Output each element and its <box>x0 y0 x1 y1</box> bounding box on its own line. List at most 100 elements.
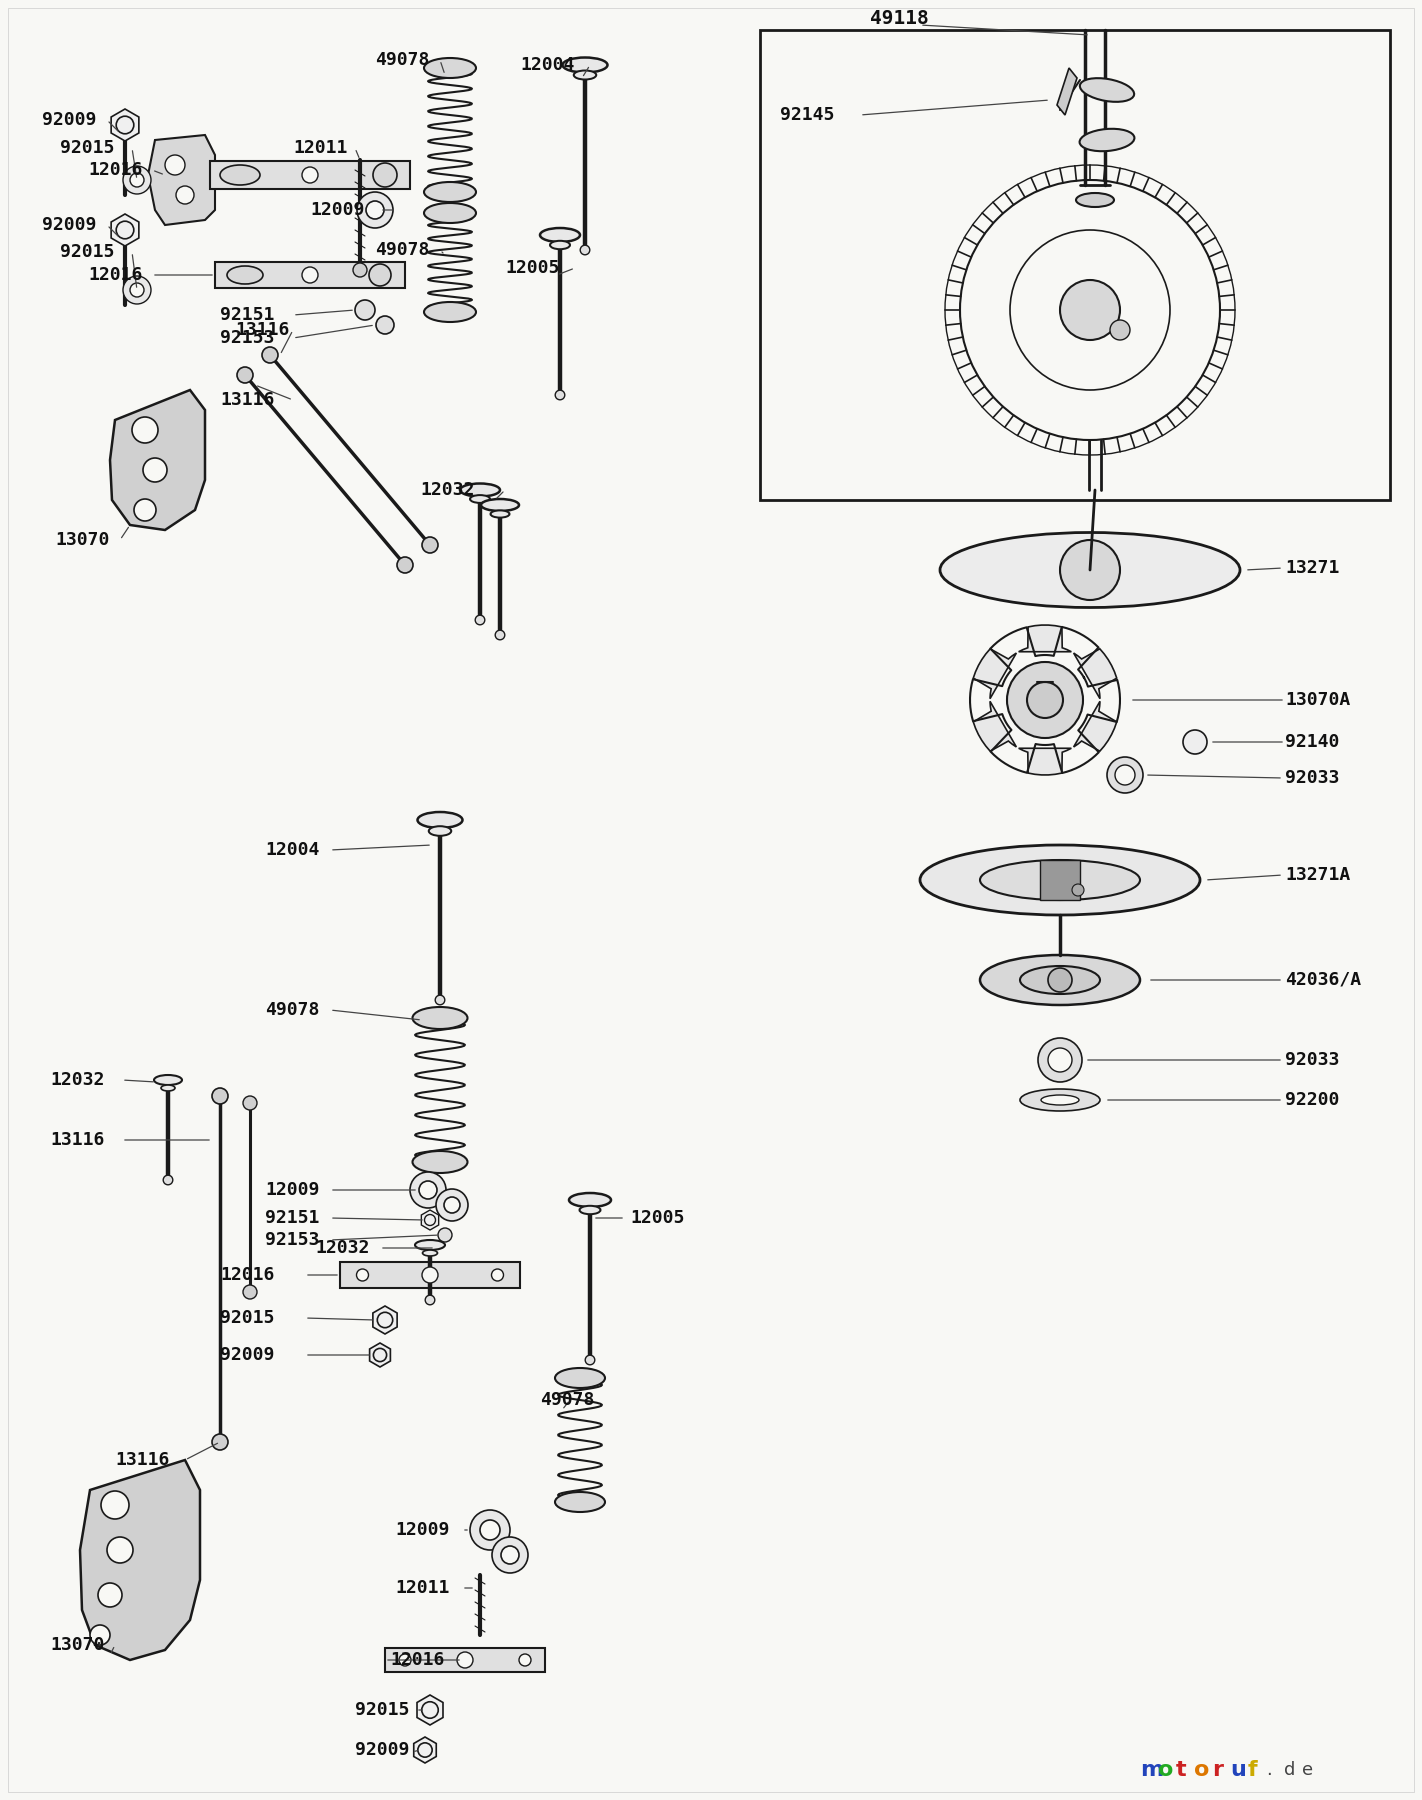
Circle shape <box>519 1654 530 1667</box>
Circle shape <box>243 1096 257 1111</box>
Text: 13116: 13116 <box>235 320 289 338</box>
Text: 92153: 92153 <box>220 329 274 347</box>
Text: 92009: 92009 <box>356 1741 410 1759</box>
Circle shape <box>1038 1039 1082 1082</box>
Circle shape <box>1059 281 1121 340</box>
Polygon shape <box>973 702 1017 751</box>
Circle shape <box>419 1181 437 1199</box>
Text: t: t <box>1176 1760 1186 1780</box>
Ellipse shape <box>1079 77 1135 103</box>
Text: 12016: 12016 <box>220 1265 274 1283</box>
Circle shape <box>357 193 392 229</box>
Text: 92200: 92200 <box>1285 1091 1340 1109</box>
Text: 49078: 49078 <box>540 1391 594 1409</box>
Text: 12032: 12032 <box>316 1238 370 1256</box>
Circle shape <box>353 263 367 277</box>
Polygon shape <box>1057 68 1076 115</box>
Circle shape <box>122 166 151 194</box>
Ellipse shape <box>424 302 476 322</box>
Circle shape <box>425 1215 435 1226</box>
Ellipse shape <box>228 266 263 284</box>
Circle shape <box>1111 320 1130 340</box>
Circle shape <box>301 266 319 283</box>
Text: u: u <box>1230 1760 1246 1780</box>
Text: 12009: 12009 <box>395 1521 449 1539</box>
Circle shape <box>555 391 565 400</box>
Ellipse shape <box>940 533 1240 608</box>
Text: 12004: 12004 <box>520 56 574 74</box>
Text: 12032: 12032 <box>419 481 475 499</box>
Ellipse shape <box>424 182 476 202</box>
Ellipse shape <box>415 1240 445 1249</box>
Polygon shape <box>109 391 205 529</box>
Circle shape <box>356 301 375 320</box>
Polygon shape <box>111 110 139 140</box>
Text: 92033: 92033 <box>1285 769 1340 787</box>
Text: 12016: 12016 <box>390 1651 444 1669</box>
Circle shape <box>475 616 485 625</box>
Circle shape <box>495 630 505 639</box>
Circle shape <box>101 1490 129 1519</box>
Circle shape <box>375 317 394 335</box>
Polygon shape <box>417 1696 444 1724</box>
Polygon shape <box>111 214 139 247</box>
Text: 92015: 92015 <box>60 139 114 157</box>
Ellipse shape <box>220 166 260 185</box>
Polygon shape <box>421 1210 438 1229</box>
Polygon shape <box>973 648 1017 698</box>
Text: 92009: 92009 <box>43 112 97 130</box>
Text: 13116: 13116 <box>50 1130 104 1148</box>
Ellipse shape <box>1020 1089 1101 1111</box>
Circle shape <box>373 164 397 187</box>
Ellipse shape <box>459 484 501 497</box>
Text: f: f <box>1249 1760 1257 1780</box>
Text: 42036/A: 42036/A <box>1285 970 1361 988</box>
Polygon shape <box>1074 648 1116 698</box>
Circle shape <box>212 1435 228 1451</box>
Circle shape <box>212 1087 228 1103</box>
Text: 13070: 13070 <box>50 1636 104 1654</box>
Polygon shape <box>148 135 215 225</box>
Circle shape <box>438 1228 452 1242</box>
Text: 12004: 12004 <box>264 841 320 859</box>
Circle shape <box>357 1269 368 1282</box>
Text: 13070: 13070 <box>55 531 109 549</box>
Text: 12011: 12011 <box>395 1579 449 1597</box>
Circle shape <box>377 1312 392 1328</box>
Ellipse shape <box>429 826 451 835</box>
Text: 12005: 12005 <box>630 1210 684 1228</box>
Ellipse shape <box>555 1368 604 1388</box>
Text: o: o <box>1158 1760 1173 1780</box>
Circle shape <box>107 1537 134 1562</box>
Text: 92145: 92145 <box>781 106 835 124</box>
Text: 49078: 49078 <box>375 241 429 259</box>
Polygon shape <box>80 1460 201 1660</box>
Polygon shape <box>1074 702 1116 751</box>
Text: o: o <box>1194 1760 1209 1780</box>
Polygon shape <box>340 1262 520 1289</box>
Circle shape <box>90 1625 109 1645</box>
Ellipse shape <box>1020 967 1101 994</box>
Circle shape <box>422 1267 438 1283</box>
Circle shape <box>492 1269 503 1282</box>
Text: 92151: 92151 <box>220 306 274 324</box>
Text: 49118: 49118 <box>870 9 929 27</box>
Circle shape <box>422 536 438 553</box>
Circle shape <box>437 1190 468 1220</box>
Circle shape <box>444 1197 459 1213</box>
Polygon shape <box>385 1649 545 1672</box>
Ellipse shape <box>1079 130 1135 151</box>
Circle shape <box>435 995 445 1004</box>
Circle shape <box>1115 765 1135 785</box>
Ellipse shape <box>980 956 1140 1004</box>
Circle shape <box>501 1546 519 1564</box>
Text: 13271A: 13271A <box>1285 866 1351 884</box>
Ellipse shape <box>1076 193 1113 207</box>
Text: 92009: 92009 <box>43 216 97 234</box>
Text: 92009: 92009 <box>220 1346 274 1364</box>
Circle shape <box>481 1519 501 1541</box>
Circle shape <box>492 1537 528 1573</box>
Ellipse shape <box>412 1150 468 1174</box>
Circle shape <box>165 155 185 175</box>
Text: 92151: 92151 <box>264 1210 320 1228</box>
